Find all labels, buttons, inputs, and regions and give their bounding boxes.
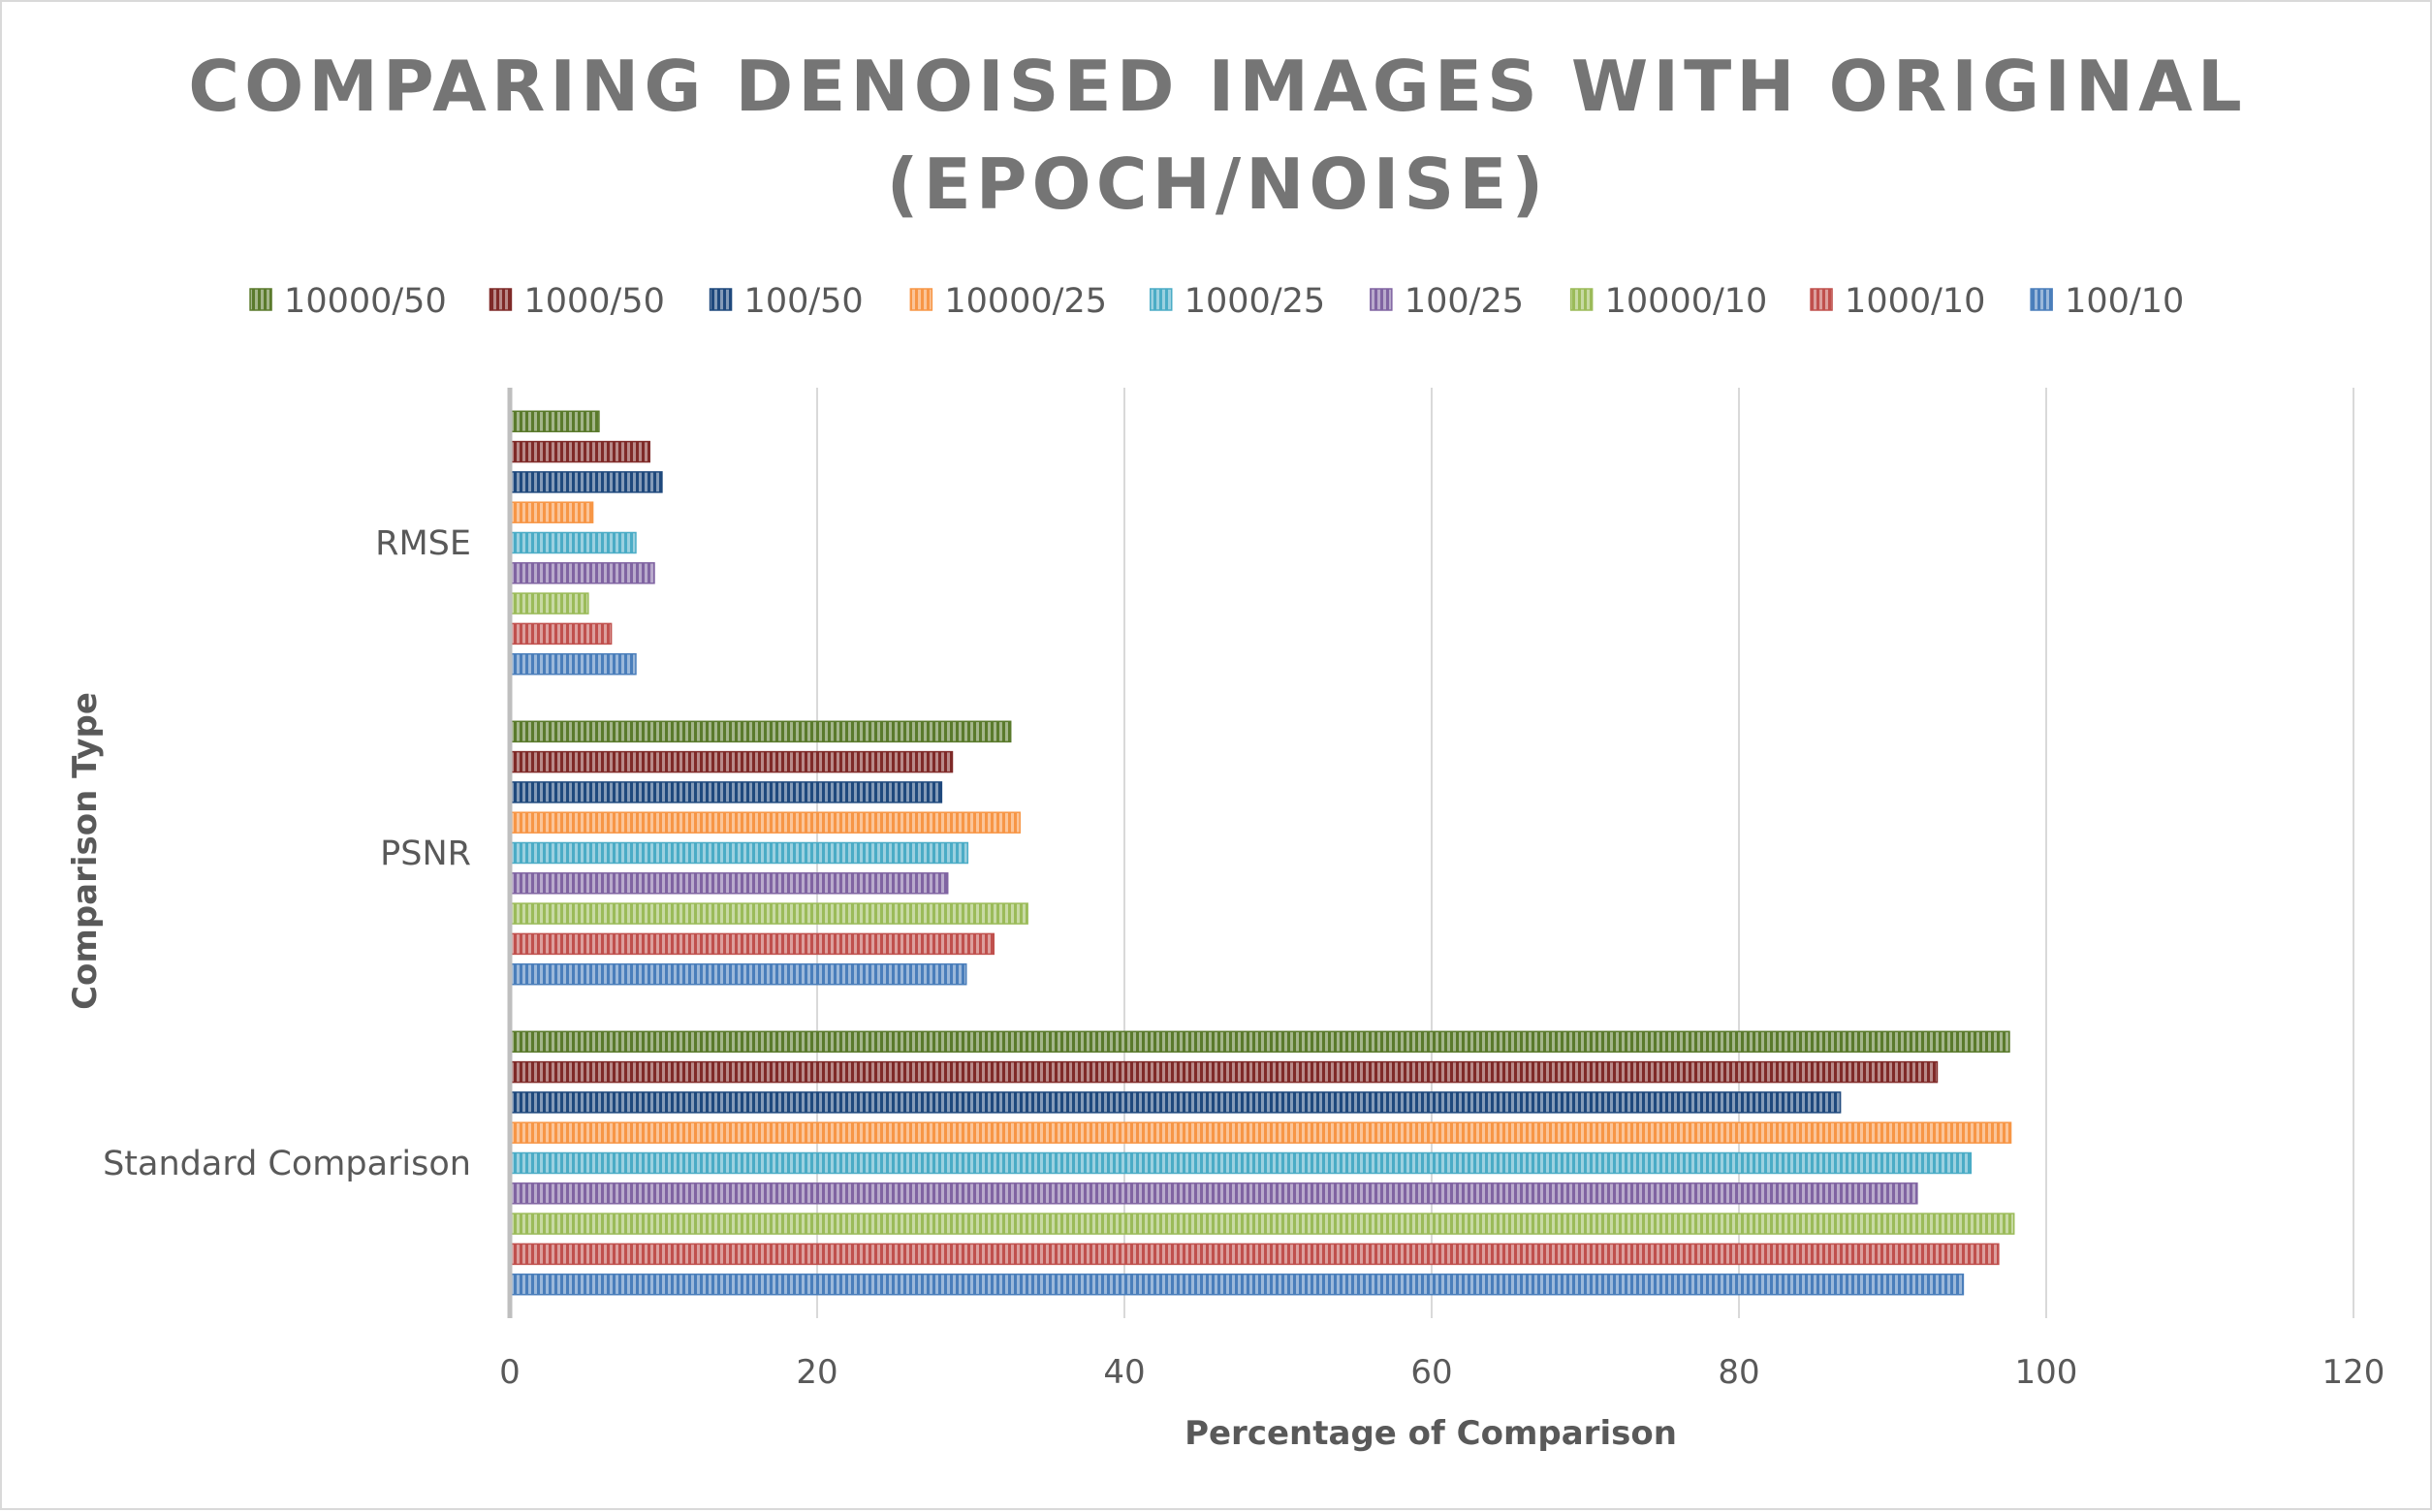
legend-item-1000-10: 1000/10 xyxy=(1810,282,1985,321)
legend-label: 10000/50 xyxy=(284,282,447,321)
x-axis-title: Percentage of Comparison xyxy=(1184,1414,1677,1453)
chart-title-line2: (EPOCH/NOISE) xyxy=(887,143,1549,225)
bar-rmse-100-25 xyxy=(509,562,655,584)
bar-psnr-1000-10 xyxy=(509,932,995,956)
x-tick-label: 100 xyxy=(2015,1353,2078,1392)
bar-standard-comparison-10000-50 xyxy=(509,1030,2010,1054)
legend-swatch xyxy=(709,288,733,311)
bar-psnr-100-50 xyxy=(509,781,943,803)
legend-label: 100/25 xyxy=(1405,282,1524,321)
legend-label: 100/50 xyxy=(744,282,864,321)
x-tick-label: 80 xyxy=(1718,1353,1759,1392)
legend-swatch xyxy=(249,288,272,311)
legend-swatch xyxy=(1150,288,1173,311)
legend-label: 10000/25 xyxy=(944,282,1107,321)
legend-item-10000-25: 10000/25 xyxy=(909,282,1107,321)
x-tick-label: 20 xyxy=(796,1353,837,1392)
bar-standard-comparison-1000-50 xyxy=(509,1060,1939,1084)
bar-rmse-10000-25 xyxy=(509,501,594,523)
bar-standard-comparison-100-50 xyxy=(509,1091,1842,1114)
legend-swatch xyxy=(1370,288,1393,311)
legend-label: 100/10 xyxy=(2065,282,2184,321)
bar-standard-comparison-1000-25 xyxy=(509,1151,1973,1175)
legend-item-10000-10: 10000/10 xyxy=(1569,282,1768,321)
legend-item-100-50: 100/50 xyxy=(709,282,864,321)
bar-standard-comparison-10000-25 xyxy=(509,1121,2012,1144)
x-tick-label: 40 xyxy=(1103,1353,1145,1392)
legend-label: 1000/10 xyxy=(1845,282,1985,321)
y-axis-title: Comparison Type xyxy=(66,692,105,1010)
legend-swatch xyxy=(2030,288,2053,311)
x-tick-label: 120 xyxy=(2322,1353,2385,1392)
x-tick-label: 0 xyxy=(499,1353,521,1392)
bar-psnr-100-10 xyxy=(509,962,967,986)
bar-psnr-10000-50 xyxy=(509,720,1012,743)
legend-swatch xyxy=(909,288,933,311)
legend-label: 1000/50 xyxy=(523,282,664,321)
legend-swatch xyxy=(1569,288,1594,311)
legend-item-100-10: 100/10 xyxy=(2030,282,2184,321)
legend-item-1000-25: 1000/25 xyxy=(1150,282,1325,321)
legend-item-10000-50: 10000/50 xyxy=(249,282,447,321)
bar-rmse-10000-10 xyxy=(509,592,589,614)
legend-label: 1000/25 xyxy=(1184,282,1325,321)
legend-label: 10000/10 xyxy=(1605,282,1768,321)
legend: 10000/50 1000/50 100/50 10000/25 1000/25 100/… xyxy=(249,282,2184,321)
bar-psnr-100-25 xyxy=(509,872,949,895)
category-labels: Standard Comparison PSNR RMSE xyxy=(103,524,471,1183)
bar-psnr-1000-50 xyxy=(509,750,954,773)
bar-psnr-1000-25 xyxy=(509,841,969,865)
x-tick-label: 60 xyxy=(1410,1353,1452,1392)
bar-standard-comparison-100-25 xyxy=(509,1182,1918,1205)
gridlines xyxy=(816,388,2354,1318)
bar-psnr-10000-25 xyxy=(509,811,1021,834)
category-label-standard-comparison: Standard Comparison xyxy=(103,1145,471,1183)
legend-swatch xyxy=(489,288,513,311)
x-tick-labels: 0 20 40 60 80 100 120 xyxy=(499,1353,2385,1392)
bar-standard-comparison-100-10 xyxy=(509,1273,1965,1296)
category-label-rmse: RMSE xyxy=(375,524,471,563)
bar-rmse-100-10 xyxy=(509,652,637,676)
bar-psnr-10000-10 xyxy=(509,902,1028,925)
bar-rmse-100-50 xyxy=(509,471,663,493)
bar-rmse-10000-50 xyxy=(509,410,600,433)
bar-standard-comparison-1000-10 xyxy=(509,1243,2000,1266)
legend-swatch xyxy=(1810,288,1833,311)
bar-rmse-1000-10 xyxy=(509,622,613,646)
category-label-psnr: PSNR xyxy=(380,835,471,873)
bars xyxy=(509,410,2015,1296)
legend-item-100-25: 100/25 xyxy=(1370,282,1524,321)
bar-rmse-1000-50 xyxy=(509,440,650,463)
bar-standard-comparison-10000-10 xyxy=(509,1213,2015,1235)
bar-rmse-1000-25 xyxy=(509,531,637,554)
legend-item-1000-50: 1000/50 xyxy=(489,282,665,321)
chart-title-line1: COMPARING DENOISED IMAGES WITH ORIGINAL xyxy=(188,46,2247,127)
